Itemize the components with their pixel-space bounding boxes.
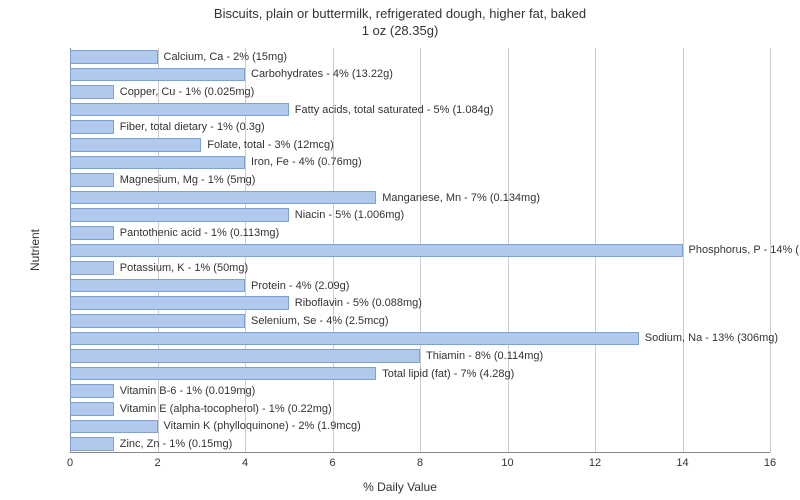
nutrient-bar bbox=[70, 138, 201, 152]
nutrient-bar bbox=[70, 349, 420, 363]
nutrient-bar-label: Copper, Cu - 1% (0.025mg) bbox=[120, 86, 255, 98]
x-tick-label: 0 bbox=[67, 457, 73, 469]
nutrient-bar-label: Sodium, Na - 13% (306mg) bbox=[645, 332, 778, 344]
nutrient-bar bbox=[70, 191, 376, 205]
plot-area: 0246810121416Calcium, Ca - 2% (15mg)Carb… bbox=[70, 48, 770, 453]
nutrient-bar bbox=[70, 402, 114, 416]
x-axis-label: % Daily Value bbox=[363, 480, 437, 494]
nutrient-bar-label: Phosphorus, P - 14% (145mg) bbox=[689, 244, 800, 256]
nutrient-bar bbox=[70, 420, 158, 434]
nutrient-bar bbox=[70, 279, 245, 293]
chart-title-block: Biscuits, plain or buttermilk, refrigera… bbox=[0, 0, 800, 40]
x-tick-label: 2 bbox=[154, 457, 160, 469]
nutrient-bar-label: Magnesium, Mg - 1% (5mg) bbox=[120, 174, 256, 186]
nutrient-bar bbox=[70, 367, 376, 381]
nutrient-bar-label: Total lipid (fat) - 7% (4.28g) bbox=[382, 368, 514, 380]
nutrient-bar bbox=[70, 296, 289, 310]
nutrient-bar bbox=[70, 261, 114, 275]
nutrient-bar-label: Vitamin B-6 - 1% (0.019mg) bbox=[120, 385, 256, 397]
nutrient-bar bbox=[70, 226, 114, 240]
nutrient-bar-label: Calcium, Ca - 2% (15mg) bbox=[164, 51, 287, 63]
x-tick-label: 12 bbox=[589, 457, 601, 469]
x-tick-label: 16 bbox=[764, 457, 776, 469]
nutrient-bar-label: Iron, Fe - 4% (0.76mg) bbox=[251, 156, 362, 168]
nutrient-chart: Biscuits, plain or buttermilk, refrigera… bbox=[0, 0, 800, 500]
nutrient-bar-label: Fatty acids, total saturated - 5% (1.084… bbox=[295, 104, 494, 116]
nutrient-bar-label: Folate, total - 3% (12mcg) bbox=[207, 139, 334, 151]
nutrient-bar-label: Vitamin E (alpha-tocopherol) - 1% (0.22m… bbox=[120, 403, 332, 415]
nutrient-bar bbox=[70, 85, 114, 99]
nutrient-bar-label: Manganese, Mn - 7% (0.134mg) bbox=[382, 192, 540, 204]
x-tick-label: 4 bbox=[242, 457, 248, 469]
nutrient-bar bbox=[70, 244, 683, 258]
nutrient-bar bbox=[70, 332, 639, 346]
x-tick-label: 10 bbox=[501, 457, 513, 469]
nutrient-bar bbox=[70, 103, 289, 117]
nutrient-bar bbox=[70, 173, 114, 187]
nutrient-bar-label: Niacin - 5% (1.006mg) bbox=[295, 209, 404, 221]
x-tick-label: 6 bbox=[329, 457, 335, 469]
grid-line bbox=[683, 48, 684, 453]
y-axis-label: Nutrient bbox=[28, 229, 42, 271]
nutrient-bar bbox=[70, 314, 245, 328]
chart-title-line1: Biscuits, plain or buttermilk, refrigera… bbox=[0, 6, 800, 23]
nutrient-bar-label: Riboflavin - 5% (0.088mg) bbox=[295, 297, 422, 309]
nutrient-bar-label: Carbohydrates - 4% (13.22g) bbox=[251, 68, 393, 80]
nutrient-bar bbox=[70, 437, 114, 451]
nutrient-bar-label: Protein - 4% (2.09g) bbox=[251, 280, 349, 292]
nutrient-bar-label: Potassium, K - 1% (50mg) bbox=[120, 262, 248, 274]
chart-title-line2: 1 oz (28.35g) bbox=[0, 23, 800, 40]
nutrient-bar-label: Fiber, total dietary - 1% (0.3g) bbox=[120, 121, 265, 133]
x-axis-baseline bbox=[70, 452, 770, 453]
x-tick-label: 8 bbox=[417, 457, 423, 469]
x-tick-label: 14 bbox=[676, 457, 688, 469]
nutrient-bar-label: Thiamin - 8% (0.114mg) bbox=[426, 350, 543, 362]
nutrient-bar-label: Pantothenic acid - 1% (0.113mg) bbox=[120, 227, 279, 239]
nutrient-bar bbox=[70, 156, 245, 170]
nutrient-bar bbox=[70, 120, 114, 134]
nutrient-bar-label: Vitamin K (phylloquinone) - 2% (1.9mcg) bbox=[164, 420, 361, 432]
nutrient-bar bbox=[70, 68, 245, 82]
nutrient-bar bbox=[70, 384, 114, 398]
nutrient-bar-label: Selenium, Se - 4% (2.5mcg) bbox=[251, 315, 389, 327]
nutrient-bar-label: Zinc, Zn - 1% (0.15mg) bbox=[120, 438, 232, 450]
nutrient-bar bbox=[70, 208, 289, 222]
nutrient-bar bbox=[70, 50, 158, 64]
